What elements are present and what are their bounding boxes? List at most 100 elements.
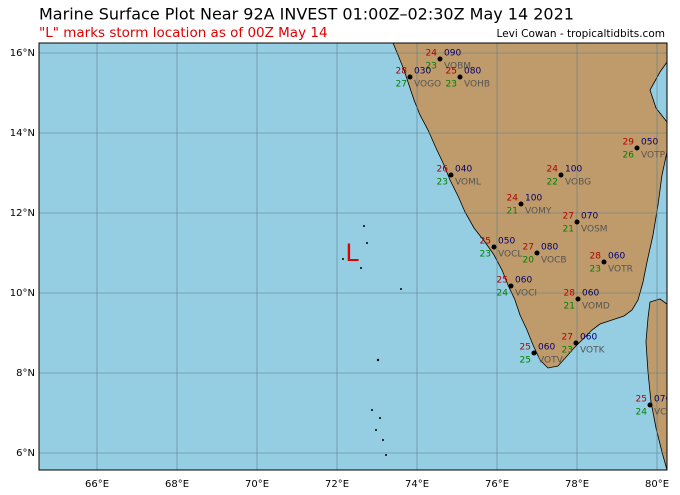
pressure: 060 — [538, 343, 555, 353]
y-tick-label: 6°N — [16, 448, 35, 459]
station-id: VOSM — [581, 225, 608, 235]
dewpoint: 26 — [623, 151, 635, 161]
graticule — [39, 43, 667, 470]
dewpoint: 23 — [446, 80, 457, 90]
station-id: VOTP — [641, 151, 666, 161]
temperature: 27 — [562, 333, 573, 343]
x-tick-label: 78°E — [565, 479, 589, 490]
y-tick-label: 14°N — [10, 128, 35, 139]
station-dot — [518, 201, 524, 207]
station-id: VOMY — [525, 207, 552, 217]
dewpoint: 27 — [396, 80, 407, 90]
pressure: 060 — [582, 289, 599, 299]
dewpoint: 24 — [636, 408, 648, 418]
pressure: 100 — [525, 194, 542, 204]
dewpoint: 21 — [564, 302, 575, 312]
islands — [342, 225, 402, 456]
dewpoint: 23 — [480, 250, 491, 260]
temperature: 28 — [396, 67, 408, 77]
station-id: VOCB — [541, 256, 567, 266]
pressure: 070 — [581, 212, 598, 222]
pressure: 040 — [455, 165, 472, 175]
pressure: 060 — [608, 252, 625, 262]
station-id: VOTV — [538, 356, 564, 366]
station-dot — [634, 145, 640, 151]
station-dot — [407, 74, 413, 80]
temperature: 26 — [437, 165, 449, 175]
station-dot — [573, 340, 579, 346]
station-id: VOML — [455, 178, 481, 188]
pressure: 050 — [641, 138, 658, 148]
station-id: VOTR — [608, 265, 633, 275]
temperature: 27 — [563, 212, 574, 222]
station-id: VOCL — [498, 250, 522, 260]
station-dot — [448, 172, 454, 178]
dewpoint: 25 — [520, 356, 531, 366]
subtitle: "L" marks storm location as of 00Z May 1… — [39, 25, 328, 41]
temperature: 28 — [590, 252, 602, 262]
y-tick-label: 16°N — [10, 48, 35, 59]
station-id: VOGO — [414, 80, 441, 90]
dewpoint: 21 — [563, 225, 574, 235]
x-tick-label: 72°E — [325, 479, 349, 490]
temperature: 27 — [523, 243, 534, 253]
title: Marine Surface Plot Near 92A INVEST 01:0… — [39, 5, 574, 24]
temperature: 24 — [507, 194, 519, 204]
station-dot — [457, 74, 463, 80]
temperature: 24 — [426, 49, 438, 59]
pressure: 050 — [498, 237, 515, 247]
x-tick-label: 70°E — [245, 479, 269, 490]
pressure: 080 — [541, 243, 558, 253]
y-tick-label: 8°N — [16, 368, 35, 379]
station-dot — [534, 250, 540, 256]
station-id: VOBG — [565, 178, 591, 188]
station-id: VOTK — [580, 346, 606, 356]
temperature: 25 — [636, 395, 647, 405]
station-dot — [558, 172, 564, 178]
x-tick-label: 68°E — [165, 479, 189, 490]
pressure: 080 — [464, 67, 481, 77]
station-dot — [647, 402, 653, 408]
pressure: 060 — [580, 333, 597, 343]
sri-lanka-land — [645, 298, 667, 470]
station-id: VOHB — [464, 80, 490, 90]
temperature: 25 — [520, 343, 531, 353]
station-id: VOMD — [582, 302, 610, 312]
x-tick-label: 74°E — [405, 479, 429, 490]
station-id: VOCI — [515, 289, 537, 299]
x-tick-label: 66°E — [85, 479, 109, 490]
y-tick-label: 10°N — [10, 288, 35, 299]
temperature: 24 — [547, 165, 559, 175]
station-dot — [437, 56, 443, 62]
tick-labels: 66°E 68°E 70°E 72°E 74°E 76°E 78°E 80°E 16°N 14°N… — [10, 48, 669, 490]
dewpoint: 23 — [590, 265, 601, 275]
temperature: 25 — [480, 237, 491, 247]
pressure: 060 — [515, 276, 532, 286]
station-dot — [491, 244, 497, 250]
dewpoint: 21 — [507, 207, 518, 217]
pressure: 070 — [654, 395, 671, 405]
temperature: 28 — [564, 289, 576, 299]
station-dot — [531, 350, 537, 356]
temperature: 29 — [623, 138, 635, 148]
station-dot — [601, 259, 607, 265]
station-dot — [574, 219, 580, 225]
temperature: 25 — [497, 276, 508, 286]
station-id: VOBM — [444, 62, 471, 72]
dewpoint: 23 — [437, 178, 448, 188]
station-id: VCBI — [654, 408, 675, 418]
dewpoint: 22 — [547, 178, 558, 188]
storm-marker: L — [345, 239, 359, 267]
pressure: 090 — [444, 49, 461, 59]
x-tick-label: 80°E — [645, 479, 669, 490]
temperature: 25 — [446, 67, 457, 77]
x-tick-label: 76°E — [485, 479, 509, 490]
map-frame — [38, 42, 668, 471]
y-tick-label: 12°N — [10, 208, 35, 219]
stations: 24 090 23 VOBM 28 030 27 VOGO 25 080 23 VOHB 29 050 26… — [396, 49, 675, 418]
dewpoint: 23 — [426, 62, 437, 72]
pressure: 030 — [414, 67, 431, 77]
station-dot — [575, 296, 581, 302]
pressure: 100 — [565, 165, 582, 175]
